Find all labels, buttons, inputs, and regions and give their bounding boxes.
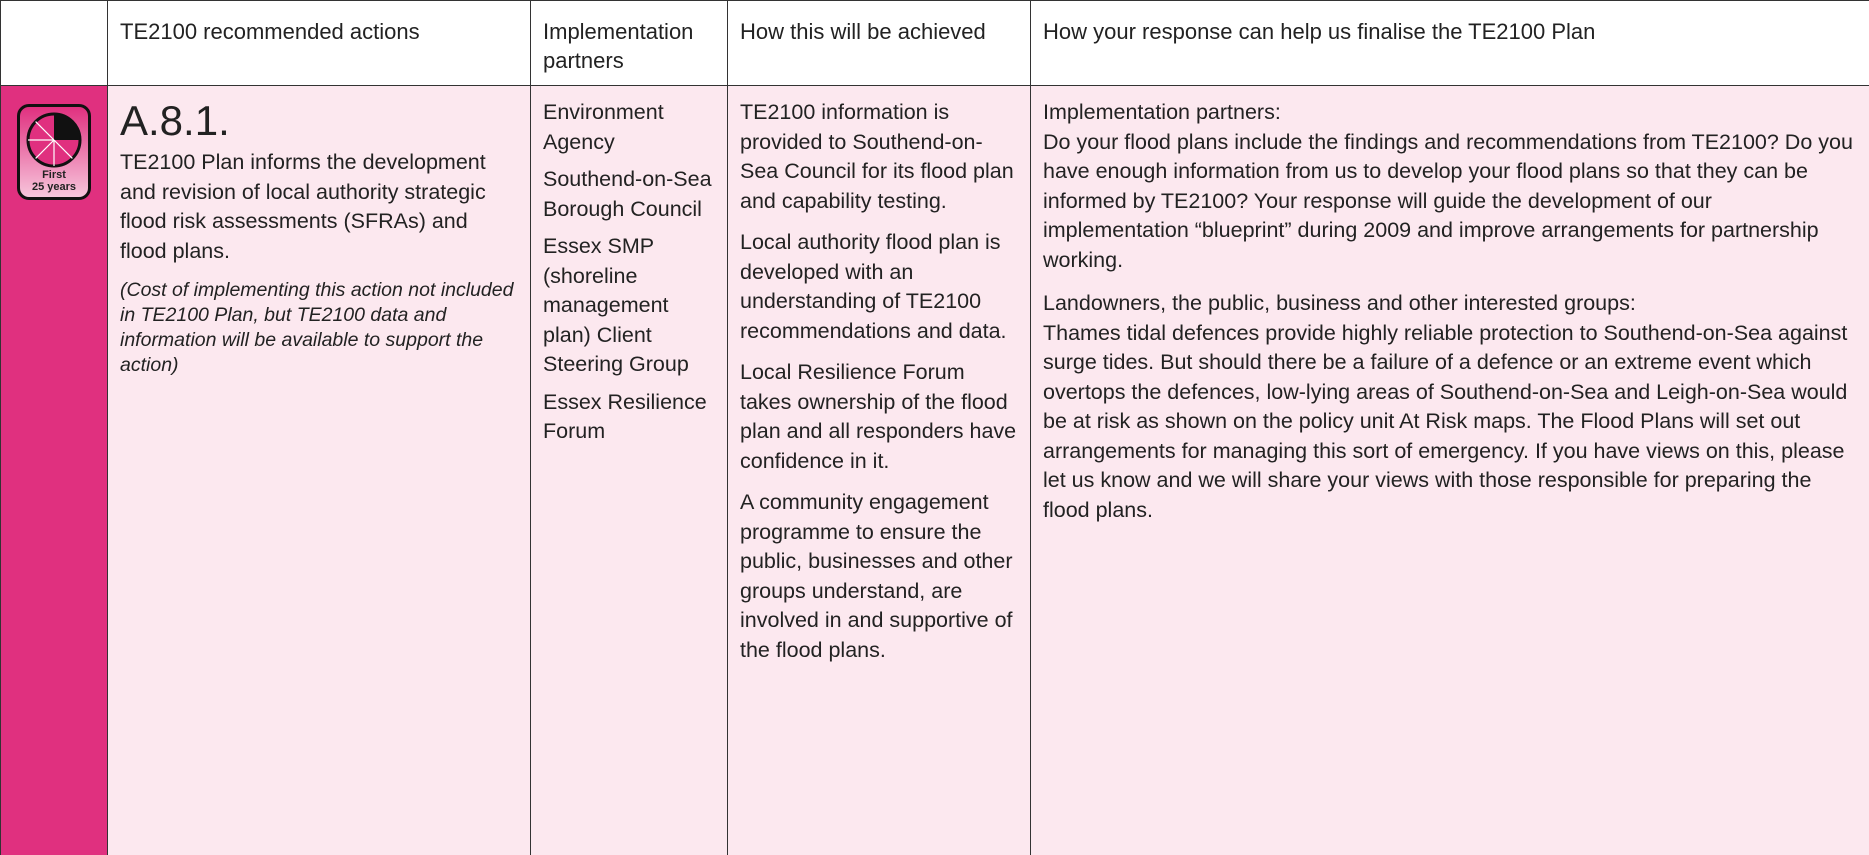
icon-label: 25 years xyxy=(31,181,77,193)
partner: Essex Resilience Forum xyxy=(543,389,707,444)
response-text: Do your flood plans include the findings… xyxy=(1043,129,1853,272)
response-section: Landowners, the public, business and oth… xyxy=(1043,289,1857,525)
achieved-step: A community engagement programme to ensu… xyxy=(740,490,1013,662)
achieved-step: Local Resilience Forum takes ownership o… xyxy=(740,360,1017,473)
header-row: TE2100 recommended actions Implementatio… xyxy=(0,0,1869,86)
achieved-step: Local authority flood plan is developed … xyxy=(740,230,1007,343)
action-id: A.8.1. xyxy=(120,97,230,144)
achieved-cell: TE2100 information is provided to Southe… xyxy=(727,85,1031,855)
icon-label: First xyxy=(42,169,66,181)
timescale-cell: First 25 years xyxy=(0,85,108,855)
action-note: (Cost of implementing this action not in… xyxy=(120,279,514,376)
achieved-step: TE2100 information is provided to Southe… xyxy=(740,100,1014,213)
timescale-icon: First 25 years xyxy=(17,104,91,200)
response-section: Implementation partners: Do your flood pl… xyxy=(1043,98,1857,275)
action-text: TE2100 Plan informs the development and … xyxy=(120,150,486,263)
partner: Environment Agency xyxy=(543,100,664,154)
response-cell: Implementation partners: Do your flood pl… xyxy=(1030,85,1869,855)
response-heading: Landowners, the public, business and oth… xyxy=(1043,291,1636,315)
partner: Essex SMP (shoreline management plan) Cl… xyxy=(543,234,689,376)
header-cell: Implementation partners xyxy=(530,0,728,86)
clock-icon xyxy=(26,112,82,168)
partners-cell: Environment Agency Southend-on-Sea Boroug… xyxy=(530,85,728,855)
action-row: First 25 years A.8.1. TE2100 Plan inform… xyxy=(0,85,1869,855)
action-cell: A.8.1. TE2100 Plan informs the developme… xyxy=(107,85,531,855)
header-cell: TE2100 recommended actions xyxy=(107,0,531,86)
header-cell xyxy=(0,0,108,86)
header-cell: How this will be achieved xyxy=(727,0,1031,86)
response-heading: Implementation partners: xyxy=(1043,100,1281,124)
partner: Southend-on-Sea Borough Council xyxy=(543,167,712,221)
header-cell: How your response can help us finalise t… xyxy=(1030,0,1869,86)
response-text: Thames tidal defences provide highly rel… xyxy=(1043,320,1848,522)
